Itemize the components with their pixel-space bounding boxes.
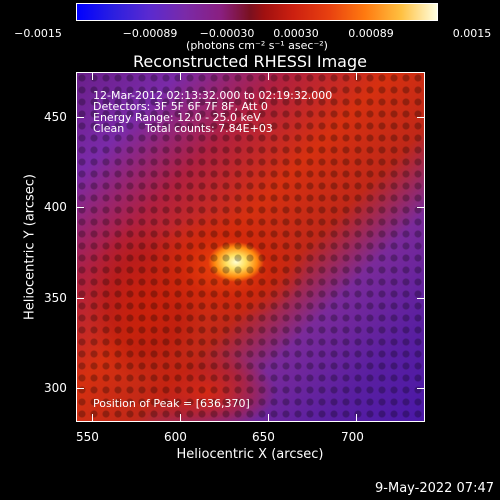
x-tick-label: 600 [164,430,187,444]
time-range-text: 12-Mar-2012 02:13:32.000 to 02:19:32.000 [93,89,333,102]
x-tick-label: 550 [76,430,99,444]
colorbar-tick-label: −0.00089 [122,27,178,40]
total-counts-text: Total counts: 7.84E+03 [145,122,273,135]
colorbar-tick-label: −0.0015 [14,27,62,40]
colorbar-tick-label: −0.00030 [199,27,255,40]
colorbar-units-label: (photons cm⁻² s⁻¹ asec⁻²) [186,39,328,52]
solar-xray-image [76,72,425,422]
x-tick-label: 650 [252,430,275,444]
y-tick-label: 350 [44,291,67,305]
detectors-text: Detectors: 3F 5F 6F 7F 8F, Att 0 [93,100,268,113]
colorbar-tick-label: 0.00030 [273,27,319,40]
x-axis-label: Heliocentric X (arcsec) [176,447,324,462]
y-tick-label: 400 [44,200,67,214]
peak-position-text: Position of Peak = [636,370] [93,397,250,410]
colorbar-tick-label: 0.0015 [452,27,492,40]
colorbar [76,3,438,21]
colorbar-tick-label: 0.00089 [348,27,394,40]
x-tick-label: 700 [341,430,364,444]
date-stamp: 9-May-2022 07:47 [375,481,494,496]
plot-frame [76,72,425,422]
clean-method-text: Clean [93,122,125,135]
y-tick-label: 450 [44,110,67,124]
y-tick-label: 300 [44,381,67,395]
y-axis-label: Heliocentric Y (arcsec) [22,174,38,320]
energy-range-text: Energy Range: 12.0 - 25.0 keV [93,111,261,124]
image-title: Reconstructed RHESSI Image [133,52,367,71]
